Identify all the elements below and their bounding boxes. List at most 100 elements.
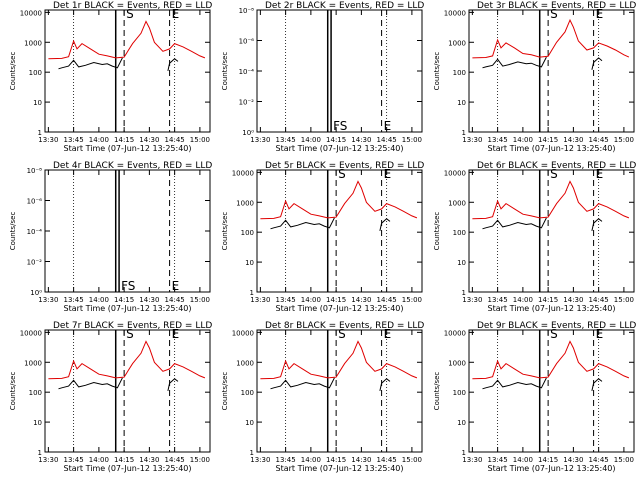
- x-axis-label: Start Time (07-Jun-12 13:25:40): [276, 304, 404, 313]
- x-axis-label: Start Time (07-Jun-12 13:25:40): [64, 144, 192, 153]
- y-tick-label: 10000: [232, 169, 254, 177]
- marker-label: E: [172, 327, 180, 341]
- x-tick-label: 14:45: [589, 296, 609, 304]
- y-tick-label: 100: [29, 69, 42, 77]
- plot-frame: [44, 329, 211, 453]
- lld-series-line: [48, 340, 206, 380]
- x-tick-label: 13:30: [462, 136, 482, 144]
- x-tick-label: 13:45: [276, 456, 296, 464]
- y-axis-label: Counts/sec: [221, 52, 229, 91]
- x-tick-label: 13:45: [64, 296, 84, 304]
- events-series-line: [482, 377, 547, 390]
- x-tick-label: 13:30: [38, 296, 58, 304]
- lld-series-line: [472, 18, 630, 59]
- y-tick-label: 10⁻²: [239, 99, 255, 107]
- y-tick-label: 10⁰: [242, 129, 254, 137]
- x-tick-label: 14:45: [589, 136, 609, 144]
- y-tick-label: 1000: [448, 199, 466, 207]
- y-axis-label: Counts/sec: [433, 212, 441, 251]
- marker-label: E: [384, 167, 392, 181]
- x-tick-label: 14:45: [377, 136, 397, 144]
- x-tick-label: 15:00: [190, 296, 210, 304]
- panel-det7r: Det 7r BLACK = Events, RED = LLD 1 10 100 10…: [9, 321, 212, 473]
- panel-title: Det 5r BLACK = Events, RED = LLD: [265, 161, 424, 171]
- events-series-line: [167, 58, 179, 72]
- x-tick-label: 14:00: [513, 296, 533, 304]
- x-tick-label: 15:00: [402, 296, 422, 304]
- y-tick-label: 10000: [20, 329, 42, 337]
- y-tick-label: 100: [453, 229, 466, 237]
- plot-frame: [44, 9, 211, 133]
- events-series-line: [591, 378, 603, 392]
- x-tick-label: 14:15: [326, 136, 346, 144]
- x-tick-label: 15:00: [190, 456, 210, 464]
- marker-label: E: [172, 279, 180, 293]
- events-series-line: [379, 378, 391, 392]
- x-tick-label: 14:45: [165, 136, 185, 144]
- x-tick-label: 13:30: [38, 456, 58, 464]
- x-tick-label: 13:30: [38, 136, 58, 144]
- x-axis-label: Start Time (07-Jun-12 13:25:40): [488, 464, 616, 473]
- panel-det9r: Det 9r BLACK = Events, RED = LLD 1 10 100 10…: [433, 321, 636, 473]
- y-tick-label: 1000: [236, 359, 254, 367]
- x-tick-label: 14:30: [563, 456, 583, 464]
- marker-label: S: [338, 167, 346, 181]
- y-tick-label: 1: [38, 449, 42, 457]
- events-series-line: [482, 217, 547, 230]
- x-tick-label: 14:15: [114, 456, 134, 464]
- panel-det5r: Det 5r BLACK = Events, RED = LLD 1 10 100 10…: [221, 161, 424, 313]
- y-tick-label: 100: [453, 69, 466, 77]
- x-axis-label: Start Time (07-Jun-12 13:25:40): [276, 144, 404, 153]
- lld-series-line: [472, 340, 630, 380]
- events-series-line: [270, 377, 335, 390]
- x-tick-label: 14:30: [139, 456, 159, 464]
- y-axis-label: Counts/sec: [9, 52, 17, 91]
- y-tick-label: 100: [29, 389, 42, 397]
- x-tick-label: 13:45: [64, 456, 84, 464]
- x-tick-label: 15:00: [614, 136, 634, 144]
- x-tick-label: 14:15: [114, 136, 134, 144]
- y-tick-label: 1: [462, 449, 466, 457]
- y-tick-label: 10⁰: [30, 289, 42, 297]
- x-tick-label: 14:15: [538, 136, 558, 144]
- marker-label: FS: [121, 279, 135, 293]
- y-tick-label: 10: [245, 419, 254, 427]
- marker-label: E: [596, 167, 604, 181]
- y-tick-label: 1: [250, 449, 254, 457]
- x-tick-label: 14:15: [538, 456, 558, 464]
- x-tick-label: 15:00: [614, 296, 634, 304]
- plot-frame: [468, 9, 635, 133]
- events-series-line: [591, 57, 603, 70]
- x-tick-label: 14:00: [301, 296, 321, 304]
- x-tick-label: 14:30: [351, 296, 371, 304]
- x-tick-label: 14:30: [563, 296, 583, 304]
- x-tick-label: 13:45: [488, 456, 508, 464]
- marker-label: S: [338, 327, 346, 341]
- panel-det8r: Det 8r BLACK = Events, RED = LLD 1 10 100 10…: [221, 321, 424, 473]
- x-tick-label: 14:45: [165, 296, 185, 304]
- lld-series-line: [260, 340, 418, 380]
- events-series-line: [270, 217, 335, 230]
- x-tick-label: 14:15: [326, 296, 346, 304]
- x-tick-label: 14:30: [351, 456, 371, 464]
- x-tick-label: 14:00: [89, 456, 109, 464]
- y-tick-label: 10000: [232, 329, 254, 337]
- y-tick-label: 1: [38, 129, 42, 137]
- lld-series-line: [472, 180, 630, 220]
- x-tick-label: 14:00: [89, 296, 109, 304]
- panel-title: Det 9r BLACK = Events, RED = LLD: [477, 321, 636, 331]
- x-tick-label: 14:00: [513, 456, 533, 464]
- x-tick-label: 13:30: [250, 136, 270, 144]
- y-axis-label: Counts/sec: [221, 212, 229, 251]
- y-tick-label: 10: [245, 259, 254, 267]
- panel-title: Det 6r BLACK = Events, RED = LLD: [477, 161, 636, 171]
- panel-title: Det 3r BLACK = Events, RED = LLD: [477, 1, 636, 11]
- y-tick-label: 10: [457, 259, 466, 267]
- x-tick-label: 14:00: [301, 456, 321, 464]
- x-tick-label: 14:15: [114, 296, 134, 304]
- y-tick-label: 1: [250, 289, 254, 297]
- panel-det2r: Det 2r BLACK = Events, RED = LLD 10⁰ 10⁻² 1…: [221, 1, 424, 153]
- y-tick-label: 10⁻⁴: [27, 228, 43, 236]
- x-tick-label: 14:00: [301, 136, 321, 144]
- x-tick-label: 14:45: [377, 456, 397, 464]
